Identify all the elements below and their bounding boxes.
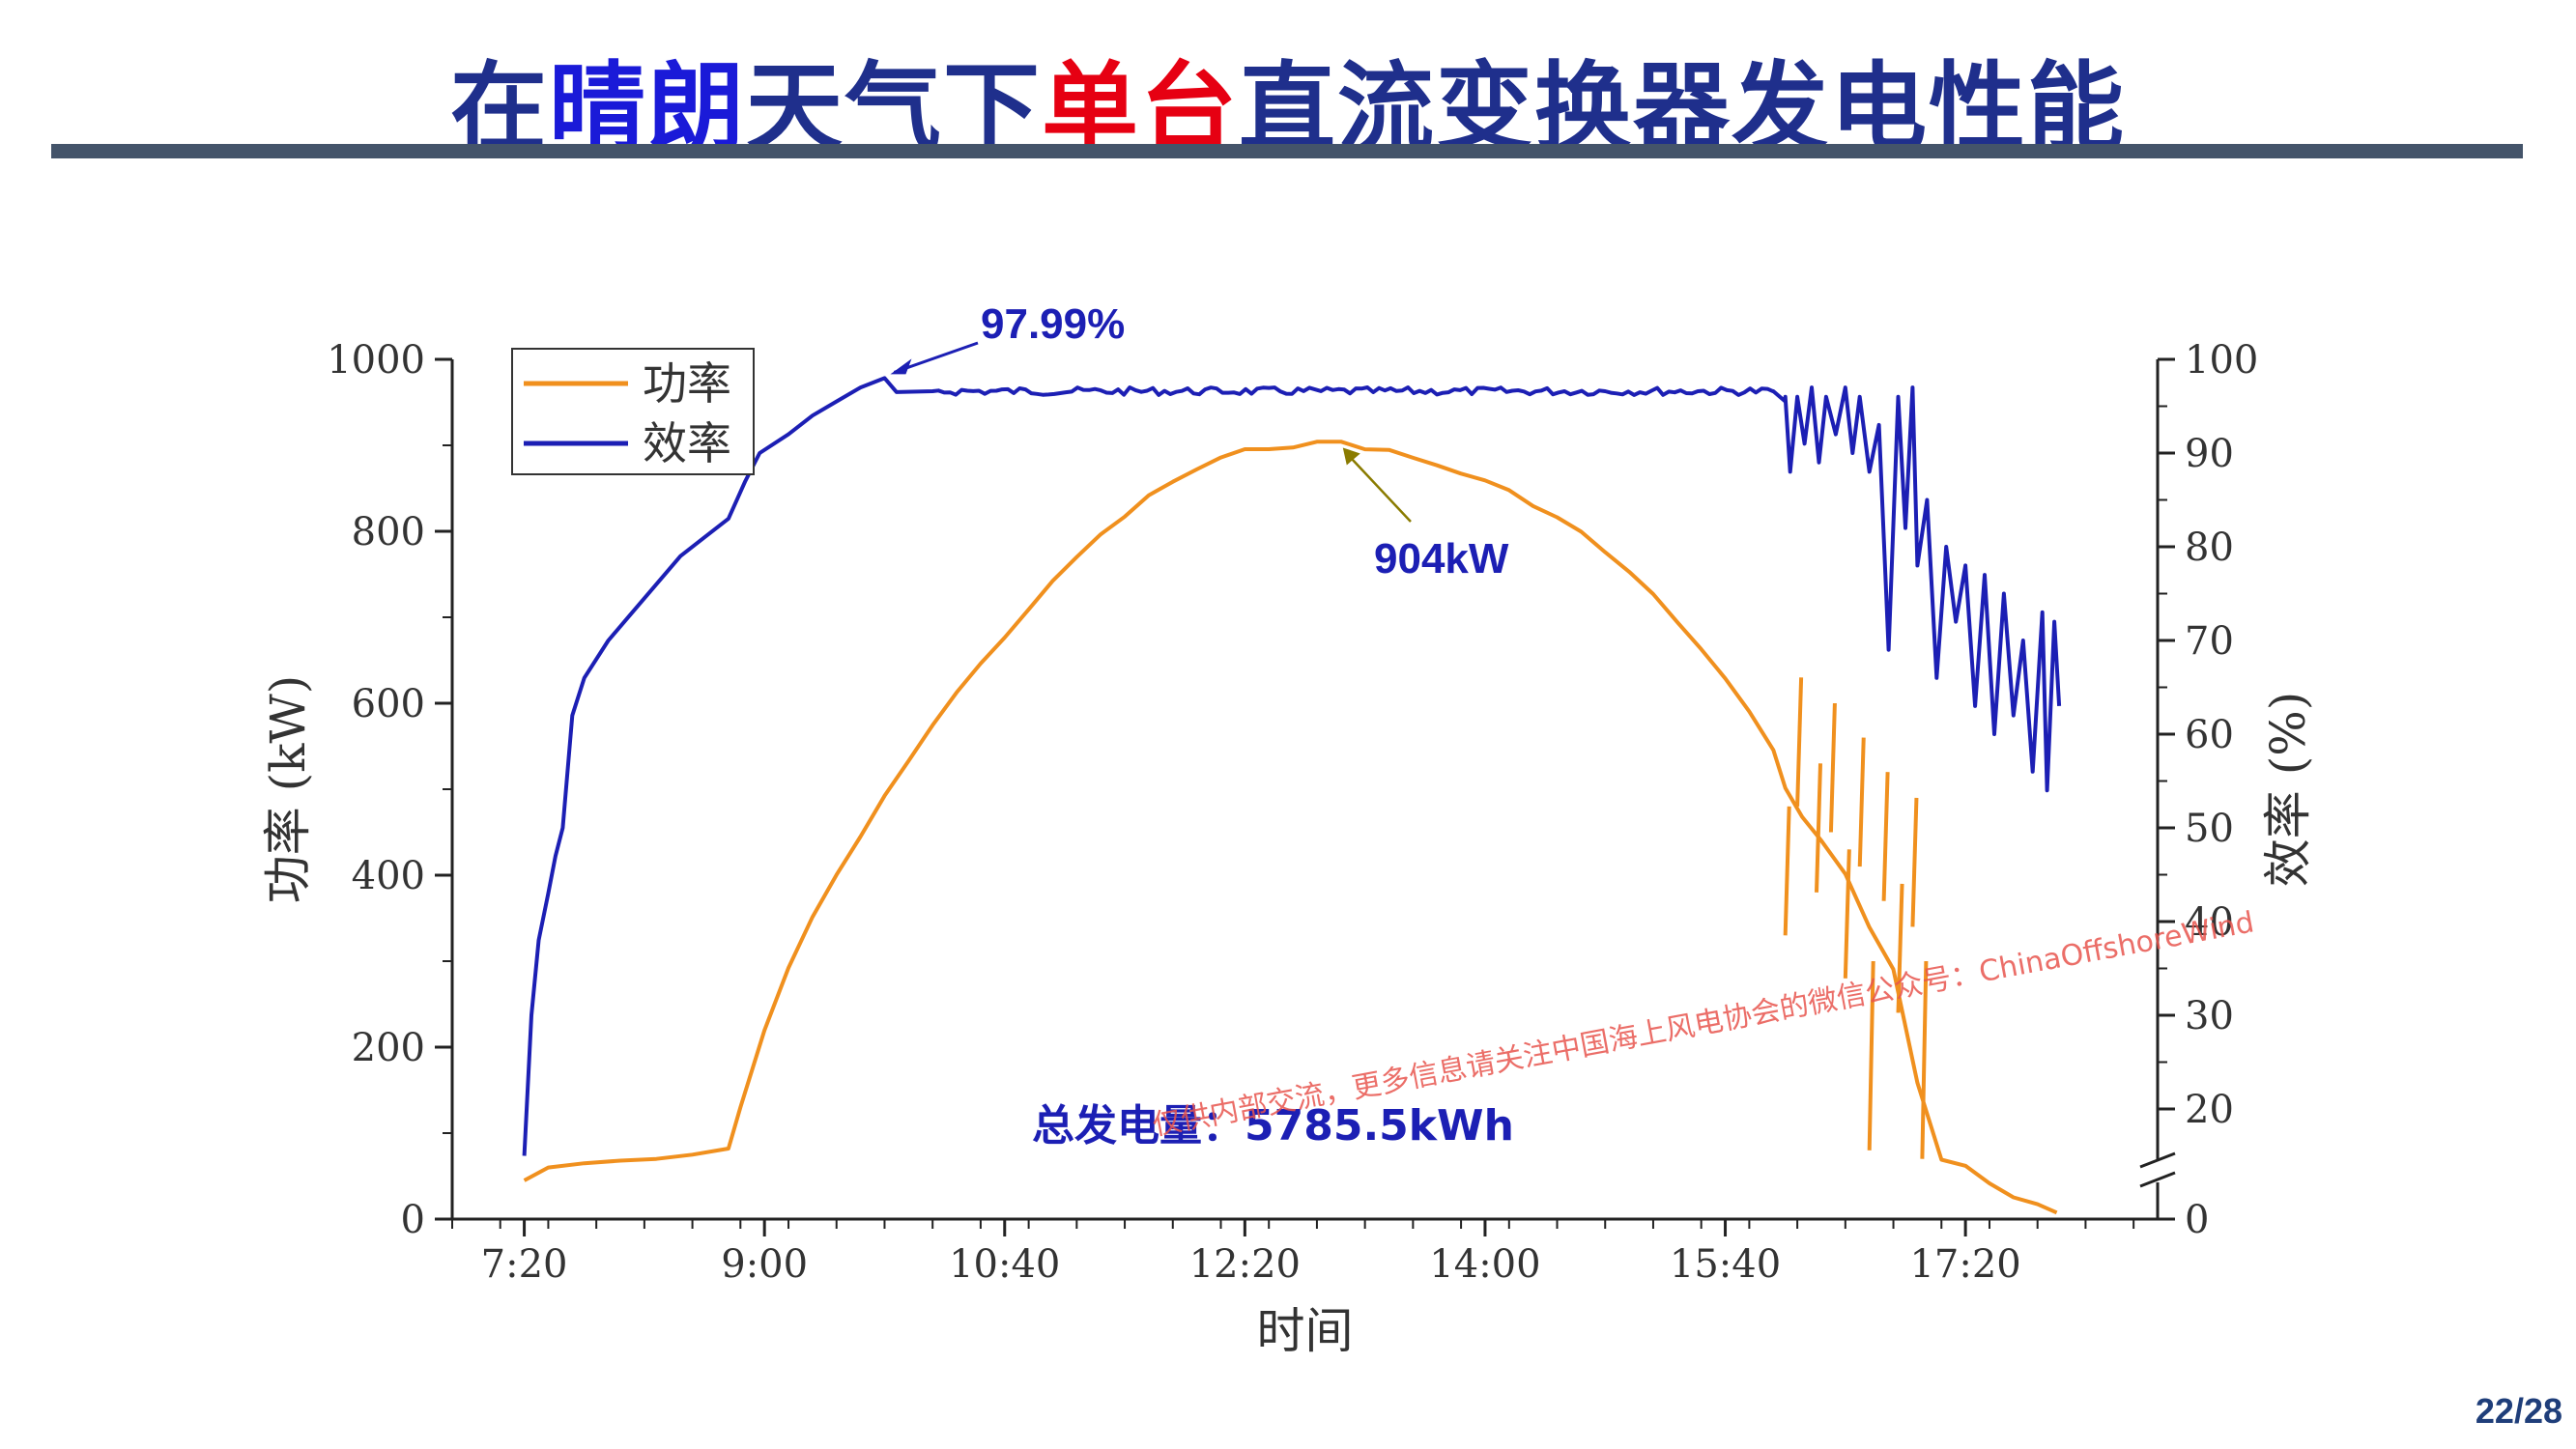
x-tick-label: 10:40 [949,1242,1060,1287]
y-tick-label-right: 20 [2185,1088,2234,1132]
page-number: 22/28 [2475,1391,2562,1431]
axis-break-mark [2139,1151,2176,1169]
power-drop-spike [1867,960,1875,1151]
power-drop-spike [1857,737,1866,867]
y-tick-label-left: 200 [352,1026,425,1070]
title-underline-bar [51,144,2523,158]
y-tick-label-left: 800 [352,510,425,554]
legend-box [511,348,755,475]
legend-label: 功率 [643,357,731,410]
y-tick-label-right: 100 [2185,338,2258,383]
x-tick-label: 14:00 [1429,1242,1540,1287]
power-drop-spike [1795,677,1804,807]
y-tick-label-right: 80 [2185,526,2234,570]
annotation-arrow-power [1345,452,1412,523]
x-tick-label: 12:20 [1189,1242,1301,1287]
y-axis-label-left: 功率 (kW) [260,675,316,904]
y-tick-label-right: 30 [2185,994,2234,1038]
y-tick-label-right: 50 [2185,807,2234,851]
y-tick-label-right: 90 [2185,432,2234,476]
power-drop-spike [1783,806,1791,936]
annotation-arrowhead-efficiency [890,358,912,375]
y-tick-label-left: 0 [401,1198,425,1242]
power-drop-spike [1920,960,1929,1159]
y-tick-label-right: 0 [2185,1198,2209,1242]
annotation-arrowhead-power [1342,447,1360,466]
power-drop-spike [1881,772,1890,901]
y-axis-label-right: 效率 (%) [2260,692,2316,887]
series-line-power [523,440,2058,1215]
x-tick-label: 7:20 [481,1242,568,1287]
y-tick-label-left: 400 [352,854,425,898]
axis-break-mark [2139,1171,2176,1188]
legend-label: 效率 [643,417,731,469]
y-tick-label-right: 40 [2185,900,2234,945]
annotation-total-energy: 总发电量：5785.5kWh [1032,1101,1514,1151]
annotation-peak-efficiency: 97.99% [981,300,1125,348]
power-drop-spike [1910,797,1919,927]
x-tick-label: 9:00 [721,1242,808,1287]
power-drop-spike [1828,702,1837,833]
x-tick-label: 15:40 [1670,1242,1781,1287]
x-axis-label: 时间 [1257,1303,1354,1359]
y-tick-label-left: 1000 [327,338,425,383]
watermark-text: 仅供内部交流，更多信息请关注中国海上风电协会的微信公众号：ChinaOffsho… [1150,905,2256,1143]
y-tick-label-right: 60 [2185,713,2234,757]
y-tick-label-right: 70 [2185,619,2234,664]
y-tick-label-left: 600 [352,682,425,726]
power-drop-spike [1815,763,1822,893]
annotation-peak-power: 904kW [1374,535,1509,582]
power-drop-spike [1896,883,1904,1013]
x-tick-label: 17:20 [1909,1242,2020,1287]
power-drop-spike [1843,849,1851,979]
series-line-efficiency [522,376,2062,1156]
